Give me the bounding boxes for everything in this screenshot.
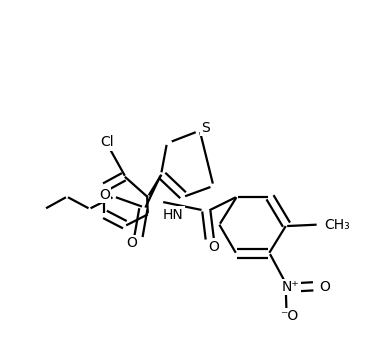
Text: HN: HN [163, 207, 183, 222]
Text: Cl: Cl [100, 135, 113, 150]
Text: O: O [126, 236, 137, 250]
Text: O: O [208, 240, 219, 254]
Text: CH₃: CH₃ [324, 218, 350, 232]
Text: S: S [202, 121, 210, 135]
Text: O: O [99, 188, 110, 201]
Text: O: O [319, 280, 330, 294]
Text: ⁻O: ⁻O [280, 309, 298, 323]
Text: N⁺: N⁺ [282, 280, 300, 294]
